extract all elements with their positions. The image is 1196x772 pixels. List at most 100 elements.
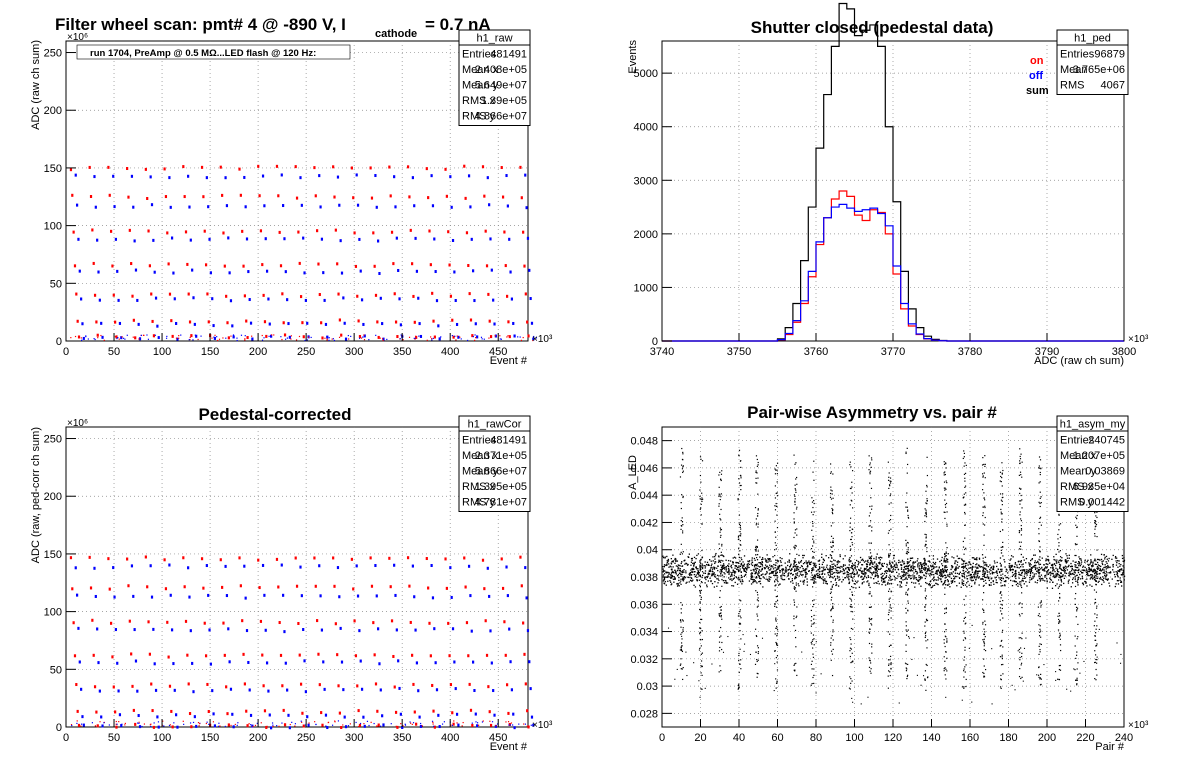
asym-point: [930, 580, 932, 582]
asym-point: [785, 571, 787, 573]
off-point: [394, 593, 397, 597]
asym-point: [1055, 576, 1057, 578]
asym-point: [824, 578, 826, 580]
asym-point: [761, 557, 764, 559]
asym-spike-point: [984, 516, 986, 519]
asym-spike-point: [718, 613, 720, 615]
asym-point: [742, 561, 744, 563]
asym-point: [980, 578, 982, 580]
off-point: [472, 660, 475, 664]
asym-point: [791, 578, 794, 580]
on-point: [340, 726, 343, 730]
asym-point: [1103, 554, 1105, 556]
asym-point: [1046, 580, 1048, 582]
baseline-point: [121, 336, 123, 338]
on-point: [163, 558, 166, 562]
on-point: [242, 264, 245, 268]
off-point: [450, 595, 453, 599]
asym-spike-point: [943, 656, 945, 658]
asym-point: [1059, 564, 1061, 566]
asym-point: [794, 566, 796, 568]
on-point: [75, 292, 78, 296]
asym-point: [751, 575, 753, 577]
asym-point: [1039, 556, 1041, 558]
asym-point: [663, 577, 666, 579]
asym-spike-point: [905, 452, 907, 455]
x-tick-label: 3770: [881, 346, 905, 358]
asym-point: [709, 559, 711, 561]
asym-point: [910, 568, 912, 571]
asym-point: [1089, 562, 1092, 564]
baseline-point: [183, 723, 185, 725]
off-point: [282, 593, 285, 597]
asym-point: [1056, 562, 1058, 564]
asym-point: [716, 578, 718, 580]
asym-point: [933, 566, 935, 568]
asym-spike-point: [812, 550, 814, 553]
asym-point: [963, 572, 965, 574]
off-point: [470, 629, 473, 633]
asym-point: [817, 576, 819, 578]
asym-point: [782, 568, 785, 571]
on-point: [394, 320, 398, 324]
asym-point: [947, 574, 949, 576]
asym-point: [1060, 576, 1062, 578]
asym-spike-point: [719, 571, 721, 573]
asym-point: [927, 560, 929, 562]
asym-spike-point: [869, 552, 872, 554]
asym-point: [693, 565, 695, 567]
asym-point: [873, 578, 875, 580]
asym-spike-point: [720, 609, 722, 611]
asym-spike-point: [963, 582, 965, 585]
asym-point: [704, 582, 706, 584]
asym-point: [974, 581, 976, 583]
asym-point: [848, 569, 851, 571]
asym-point: [732, 563, 734, 565]
baseline-point: [178, 335, 180, 337]
asym-point: [690, 577, 692, 579]
asym-spike-point: [812, 567, 815, 569]
baseline-point: [150, 723, 152, 725]
asym-point: [859, 569, 861, 572]
asym-point: [1104, 572, 1106, 575]
asym-spike-point: [1002, 663, 1004, 666]
on-point: [504, 653, 507, 657]
asym-point: [966, 562, 968, 564]
asym-point: [1010, 566, 1013, 568]
asym-spike-point: [849, 522, 851, 524]
asym-point: [1103, 566, 1105, 569]
asym-spike-point: [887, 613, 890, 616]
asym-point: [770, 572, 772, 574]
asym-point: [748, 561, 750, 563]
asym-spike-point: [718, 555, 720, 557]
baseline-point: [212, 721, 215, 723]
asym-point: [1035, 573, 1037, 575]
asym-spike-point: [964, 462, 966, 464]
on-point: [393, 685, 396, 689]
asym-point: [825, 555, 827, 557]
asym-spike-point: [700, 481, 702, 483]
off-point: [176, 337, 179, 341]
on-point: [320, 321, 323, 325]
asym-spike-point: [870, 662, 872, 664]
asym-spike-point: [701, 688, 703, 690]
asym-spike-point: [982, 609, 985, 612]
asym-point: [912, 570, 914, 572]
off-point: [78, 269, 81, 273]
asym-point: [1122, 571, 1125, 573]
asym-point: [900, 577, 903, 580]
baseline-point: [421, 725, 423, 727]
baseline-point: [499, 338, 501, 340]
baseline-point: [289, 723, 291, 726]
off-point: [526, 236, 530, 240]
asym-point: [1061, 575, 1063, 578]
asym-point: [1041, 569, 1044, 571]
asym-point: [772, 570, 775, 573]
baseline-point: [347, 725, 350, 727]
off-point: [510, 688, 514, 692]
off-point: [488, 203, 491, 207]
panel-pedestal-y-label: Events: [627, 40, 639, 74]
asym-point: [1065, 560, 1067, 563]
asym-point: [800, 559, 803, 562]
asym-point: [1021, 571, 1023, 574]
